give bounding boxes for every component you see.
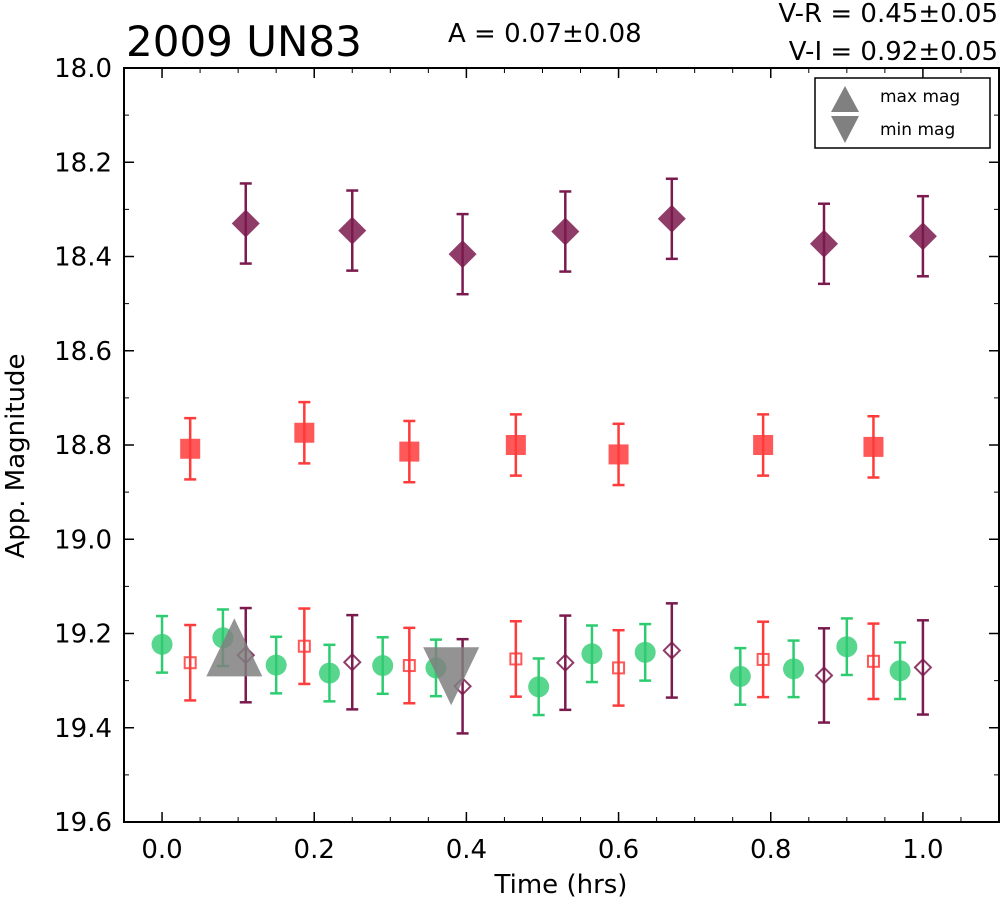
series-1-point-5 xyxy=(753,435,774,455)
y-tick-label-7: 19.4 xyxy=(54,714,112,744)
y-tick-label-6: 19.2 xyxy=(54,620,112,650)
series-3-point-6 xyxy=(866,654,880,668)
series-4-point-5 xyxy=(814,666,834,685)
min-mag-marker xyxy=(423,647,480,706)
series-1-point-4 xyxy=(608,444,629,465)
series-2-point-2 xyxy=(265,654,287,676)
x-axis-label: Time (hrs) xyxy=(494,870,628,900)
series-2-point-12 xyxy=(889,660,911,682)
y-tick-label-0: 18.0 xyxy=(54,54,112,84)
series-2-point-10 xyxy=(783,658,805,680)
y-tick-label-5: 19.0 xyxy=(54,525,112,555)
legend: max mag min mag xyxy=(814,77,991,149)
series-1-point-1 xyxy=(294,422,315,443)
color-vi-annotation: V-I = 0.92±0.05 xyxy=(789,37,998,67)
y-tick-label-3: 18.6 xyxy=(54,337,112,367)
y-tick-label-8: 19.6 xyxy=(54,808,112,838)
color-vr-annotation: V-R = 0.45±0.05 xyxy=(778,0,998,29)
x-tick-label-0: 0.0 xyxy=(141,835,182,865)
y-tick-label-1: 18.2 xyxy=(54,148,112,178)
series-0-point-6 xyxy=(908,222,937,251)
x-tick-label-5: 1.0 xyxy=(902,835,943,865)
x-tick-label-1: 0.2 xyxy=(294,835,335,865)
series-3-point-3 xyxy=(509,652,523,666)
series-4-point-6 xyxy=(913,658,933,677)
series-2-point-8 xyxy=(634,641,656,663)
series-0-point-2 xyxy=(448,240,477,269)
series-2-point-3 xyxy=(318,662,340,684)
series-2-point-0 xyxy=(151,633,173,655)
series-3-point-2 xyxy=(402,659,416,673)
legend-max-mag-label: max mag xyxy=(880,87,960,107)
series-2-point-9 xyxy=(729,665,751,687)
plot-content xyxy=(151,177,937,735)
series-4-point-4 xyxy=(662,641,682,660)
series-2-point-11 xyxy=(836,636,858,658)
x-tick-label-2: 0.4 xyxy=(446,835,487,865)
legend-min-mag-marker xyxy=(831,116,859,143)
y-tick-label-2: 18.4 xyxy=(54,243,112,273)
series-2-point-4 xyxy=(372,655,394,677)
series-2-point-7 xyxy=(581,643,603,665)
series-0-point-5 xyxy=(810,229,838,258)
series-1-point-6 xyxy=(863,436,884,457)
series-4-point-3 xyxy=(555,653,575,673)
axis-ticks: 0.0 0.2 0.4 0.6 0.8 1.0 18.0 18.2 18.4 18.6 18.8 19… xyxy=(54,54,1000,865)
y-tick-label-4: 18.8 xyxy=(54,431,112,461)
legend-max-mag-marker xyxy=(831,86,859,112)
y-axis-label: App. Magnitude xyxy=(1,353,31,558)
series-3-point-1 xyxy=(297,639,311,653)
series-0-point-1 xyxy=(338,216,367,245)
series-3-point-4 xyxy=(612,661,626,675)
x-tick-label-3: 0.6 xyxy=(598,835,639,865)
series-3-point-5 xyxy=(756,652,770,666)
series-0-point-4 xyxy=(657,204,686,233)
series-0-point-3 xyxy=(551,217,580,246)
series-1-point-2 xyxy=(399,441,420,462)
legend-min-mag-label: min mag xyxy=(880,120,955,140)
plot-frame xyxy=(123,67,1000,823)
series-2-point-6 xyxy=(528,676,550,698)
max-mag-marker xyxy=(206,618,263,677)
series-3-point-0 xyxy=(183,656,197,670)
series-1-point-0 xyxy=(180,438,201,459)
chart-title: 2009 UN83 xyxy=(126,17,362,66)
series-0-point-0 xyxy=(231,209,260,238)
series-4-point-1 xyxy=(342,652,362,672)
series-1-point-3 xyxy=(505,435,526,455)
x-tick-label-4: 0.8 xyxy=(750,835,791,865)
amplitude-annotation: A = 0.07±0.08 xyxy=(448,19,642,49)
